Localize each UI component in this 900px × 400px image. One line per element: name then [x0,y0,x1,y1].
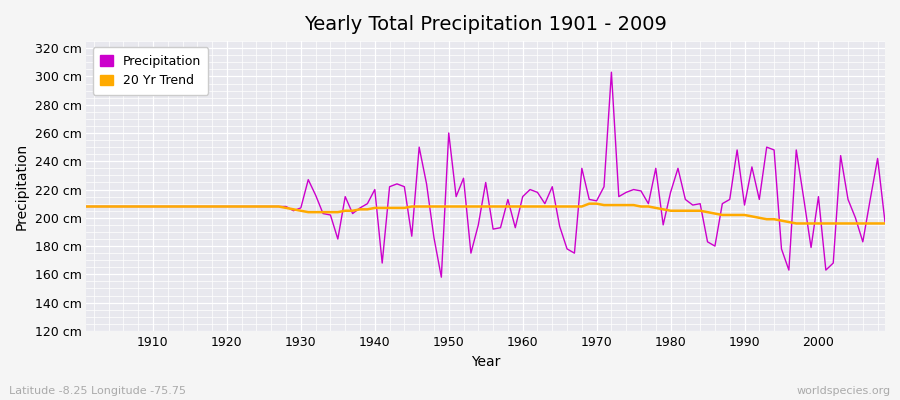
Text: Latitude -8.25 Longitude -75.75: Latitude -8.25 Longitude -75.75 [9,386,186,396]
Y-axis label: Precipitation: Precipitation [15,142,29,230]
Legend: Precipitation, 20 Yr Trend: Precipitation, 20 Yr Trend [93,47,209,95]
Title: Yearly Total Precipitation 1901 - 2009: Yearly Total Precipitation 1901 - 2009 [304,15,667,34]
Text: worldspecies.org: worldspecies.org [796,386,891,396]
X-axis label: Year: Year [471,355,500,369]
